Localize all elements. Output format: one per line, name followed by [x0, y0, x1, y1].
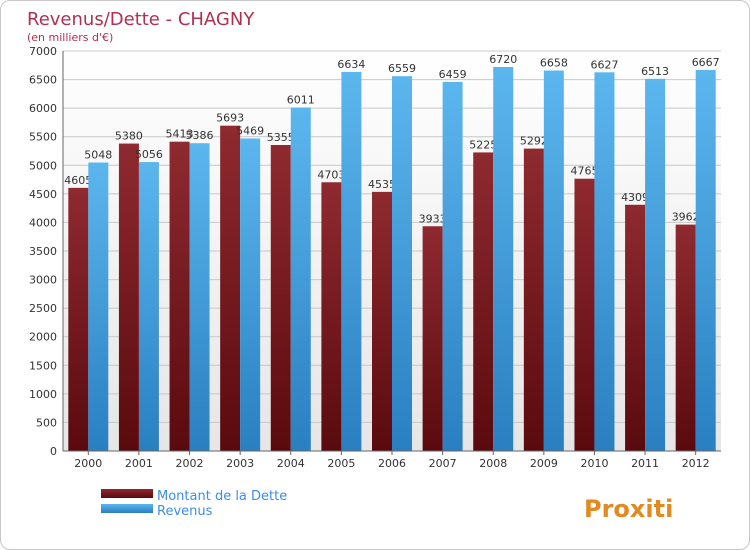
x-tick-label: 2005 — [327, 457, 355, 470]
data-label: 5380 — [115, 130, 143, 143]
chart-title: Revenus/Dette - CHAGNY — [27, 9, 255, 30]
x-tick-label: 2007 — [429, 457, 457, 470]
data-label: 6459 — [439, 68, 467, 81]
bar-revenus — [290, 107, 311, 451]
legend-swatch-revenus — [101, 504, 153, 513]
data-label: 6658 — [540, 57, 568, 70]
x-tick-label: 2008 — [479, 457, 507, 470]
bar-revenus — [695, 70, 716, 452]
data-label: 5225 — [469, 138, 497, 151]
legend: Montant de la Dette Revenus — [101, 489, 287, 519]
x-tick-label: 2010 — [580, 457, 608, 470]
data-label: 5292 — [520, 135, 548, 148]
data-label: 5469 — [236, 124, 264, 137]
legend-label-debt: Montant de la Dette — [157, 489, 287, 504]
y-tick-label: 2500 — [29, 302, 57, 315]
data-label: 6720 — [489, 53, 517, 66]
y-tick-label: 1000 — [29, 388, 57, 401]
data-label: 4765 — [570, 165, 598, 178]
bar-revenus — [392, 76, 412, 451]
y-tick-label: 4000 — [29, 216, 57, 229]
data-label: 3933 — [419, 212, 447, 225]
bar-dette — [574, 178, 595, 451]
bar-dette — [473, 152, 494, 451]
x-tick-label: 2002 — [176, 457, 204, 470]
y-tick-label: 1500 — [29, 359, 57, 372]
y-tick-label: 3000 — [29, 274, 57, 287]
bar-revenus — [442, 81, 463, 452]
y-tick-label: 500 — [36, 416, 57, 429]
bar-dette — [422, 226, 443, 451]
bar-dette — [169, 141, 190, 451]
bar-revenus — [189, 143, 210, 451]
data-label: 4703 — [317, 168, 345, 181]
data-label: 5056 — [135, 148, 163, 161]
y-tick-label: 6000 — [29, 102, 57, 115]
data-label: 4309 — [621, 191, 649, 204]
bar-dette — [118, 143, 139, 452]
data-label: 5386 — [186, 129, 214, 142]
bar-revenus — [88, 162, 109, 452]
x-tick-label: 2001 — [125, 457, 153, 470]
bar-revenus — [341, 71, 362, 452]
y-tick-label: 0 — [50, 445, 57, 458]
x-tick-label: 2011 — [631, 457, 659, 470]
y-tick-label: 5500 — [29, 131, 57, 144]
bar-revenus — [240, 138, 261, 451]
x-tick-label: 2000 — [74, 457, 102, 470]
bar-dette — [68, 187, 89, 451]
data-label: 5693 — [216, 112, 244, 125]
data-label: 6011 — [287, 94, 315, 107]
data-label: 5355 — [267, 131, 295, 144]
y-tick-label: 6500 — [29, 74, 57, 87]
data-label: 6667 — [692, 56, 720, 69]
data-label: 4605 — [64, 174, 92, 187]
proxiti-logo: Proxiti — [584, 495, 673, 523]
bar-revenus — [493, 67, 514, 451]
data-label: 5048 — [84, 149, 112, 162]
data-label: 3962 — [672, 211, 700, 224]
proxiti-logo-text: Proxiti — [584, 495, 673, 523]
data-label: 4535 — [368, 178, 396, 191]
y-tick-label: 7000 — [29, 45, 57, 58]
bar-revenus — [594, 72, 615, 452]
chart-subtitle: (en milliers d'€) — [27, 31, 113, 44]
legend-label-revenus: Revenus — [157, 504, 213, 519]
x-tick-label: 2012 — [682, 457, 710, 470]
data-label: 6634 — [337, 58, 365, 71]
bar-dette — [675, 224, 696, 451]
bar-dette — [220, 125, 241, 451]
data-label: 6559 — [388, 62, 416, 75]
bar-revenus — [645, 78, 666, 451]
x-axis: 2000 2001 2002 2003 2004 2005 2006 2007 2008 2009… — [63, 450, 721, 470]
y-tick-label: 2000 — [29, 331, 57, 344]
bar-dette — [523, 148, 544, 451]
bar-dette — [270, 145, 291, 451]
y-tick-label: 5000 — [29, 159, 57, 172]
bar-dette — [321, 182, 342, 451]
data-label: 6513 — [641, 65, 669, 78]
x-tick-label: 2004 — [277, 457, 305, 470]
data-label: 5413 — [166, 128, 194, 141]
data-label: 6627 — [590, 58, 618, 71]
bar-revenus — [543, 70, 564, 452]
bar-revenus — [138, 162, 159, 452]
x-tick-label: 2006 — [378, 457, 406, 470]
y-axis: 0 500 1000 1500 2000 2500 3000 3500 4000 4500 5000… — [29, 45, 64, 458]
y-tick-label: 3500 — [29, 245, 57, 258]
x-tick-label: 2009 — [530, 457, 558, 470]
y-tick-label: 4500 — [29, 188, 57, 201]
x-tick-label: 2003 — [226, 457, 254, 470]
legend-swatch-debt — [101, 489, 153, 498]
bar-dette — [625, 204, 646, 451]
bar-dette — [372, 191, 392, 451]
